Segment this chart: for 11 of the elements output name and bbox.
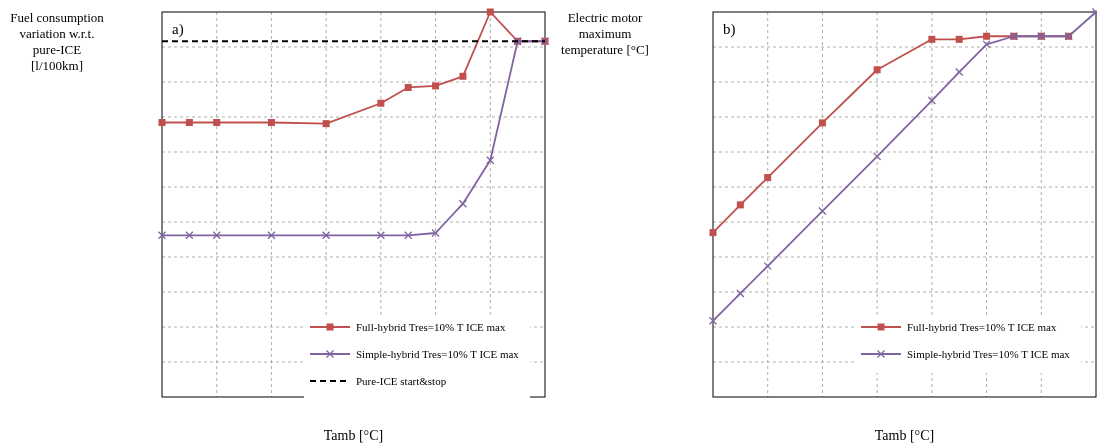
text: a)	[172, 21, 184, 38]
legend-label: Pure-ICE start&stop	[356, 375, 447, 387]
x-axis-title: Tamb [°C]	[874, 428, 935, 443]
y-axis-title: Fuel consumption variation w.r.t. pure-ICE [l/100km]	[10, 10, 105, 73]
legend-label: Full-hybrid Tres=10% T ICE max	[356, 321, 506, 333]
text: b)	[723, 21, 736, 38]
legend-label: Full-hybrid Tres=10% T ICE max	[907, 321, 1057, 333]
legend-label: Simple-hybrid Tres=10% T ICE max	[356, 348, 520, 360]
legend-label: Simple-hybrid Tres=10% T ICE max	[907, 348, 1071, 360]
x-axis-title: Tamb [°C]	[323, 428, 384, 443]
y-axis-title: Electric motor maximum temperature [°C]	[561, 10, 649, 57]
